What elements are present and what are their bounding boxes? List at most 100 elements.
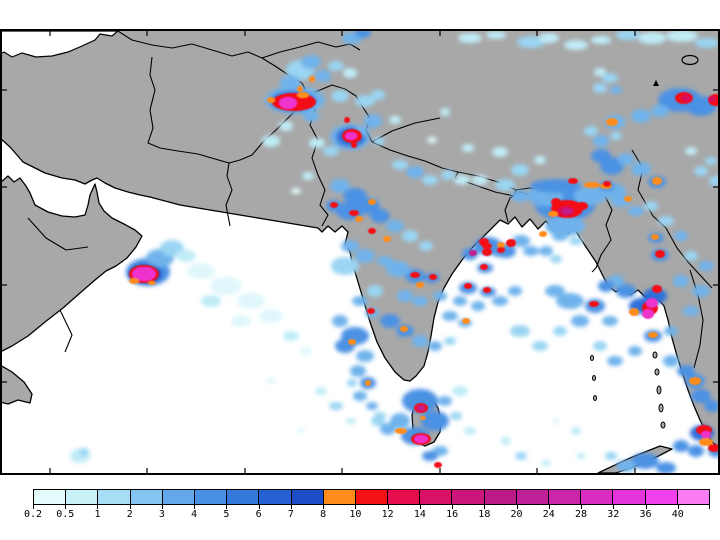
precip-intense-core <box>576 202 588 210</box>
precip-cell <box>336 202 364 220</box>
island <box>593 395 597 401</box>
precip-intense-core <box>367 308 375 314</box>
colorbar-label: 4 <box>191 509 198 520</box>
precip-intense-core <box>497 242 505 248</box>
colorbar-tick <box>387 504 389 509</box>
precip-cell <box>355 249 375 263</box>
precip-cell <box>556 293 584 309</box>
precip-cell <box>644 201 658 211</box>
precip-cell <box>492 147 508 157</box>
colorbar-label: 24 <box>542 509 555 520</box>
precip-cell <box>301 55 321 69</box>
precip-cell <box>666 31 698 42</box>
precip-cell <box>406 166 424 178</box>
precip-intense-core <box>351 142 357 148</box>
precip-cell <box>532 341 548 351</box>
precip-cell <box>651 105 669 117</box>
precip-cell <box>353 391 367 401</box>
precip-intense-core <box>603 181 611 187</box>
precip-intense-core <box>416 282 424 288</box>
precip-cell <box>302 172 314 180</box>
colorbar-segment <box>194 490 228 504</box>
precip-cell <box>380 314 400 328</box>
precip-intense-core <box>551 198 561 206</box>
precip-cell <box>231 315 251 327</box>
precip-cell <box>673 440 689 452</box>
colorbar-label: 5 <box>223 509 230 520</box>
precip-cell <box>266 378 276 384</box>
precip-cell <box>616 284 636 298</box>
precip-intense-core <box>648 332 658 338</box>
colorbar-tick <box>161 504 163 509</box>
lake-outline <box>681 54 699 66</box>
colorbar-segment <box>291 490 324 504</box>
precip-cell <box>523 246 539 256</box>
precip-cell <box>377 256 393 266</box>
colorbar-label: 3 <box>158 509 165 520</box>
precip-cell <box>291 188 301 194</box>
precip-cell <box>694 166 708 176</box>
precip-cell <box>564 40 588 50</box>
precip-cell <box>495 179 515 191</box>
precip-cell <box>663 355 679 367</box>
island <box>590 355 594 361</box>
precip-cell <box>545 216 585 236</box>
precip-cell <box>576 453 586 459</box>
colorbar-tick <box>65 504 67 509</box>
colorbar-tick <box>419 504 421 509</box>
border-line <box>261 41 361 59</box>
precip-cell <box>422 175 438 185</box>
precip-cell <box>343 68 357 78</box>
precip-cell <box>674 231 688 241</box>
precip-cell <box>539 33 559 43</box>
precip-intense-core <box>681 94 691 102</box>
precip-cell <box>364 114 382 128</box>
precip-cell <box>201 295 221 307</box>
precip-cell <box>628 346 642 356</box>
precip-cell <box>283 331 299 341</box>
precip-cell <box>79 448 89 456</box>
border-line <box>371 141 459 173</box>
colorbar-label: 16 <box>446 509 459 520</box>
precip-cell <box>315 70 331 82</box>
colorbar-tick <box>548 504 550 509</box>
precip-intense-core <box>348 339 356 345</box>
precip-cell <box>688 445 704 457</box>
precip-intense-core <box>464 283 472 289</box>
colorbar-tick <box>290 504 292 509</box>
precip-cell <box>607 356 623 366</box>
colorbar-label: 7 <box>287 509 294 520</box>
precip-cell <box>366 402 378 410</box>
precip-cell <box>511 190 529 202</box>
precip-intense-core <box>624 196 632 202</box>
precip-cell <box>303 110 319 122</box>
colorbar-segment <box>516 490 549 504</box>
precip-intense-core <box>420 416 426 420</box>
precip-cell <box>412 335 428 347</box>
precip-cell <box>593 341 607 351</box>
precip-cell <box>631 109 651 123</box>
colorbar-label: 20 <box>510 509 523 520</box>
colorbar-label: 14 <box>413 509 426 520</box>
precip-cell <box>553 326 567 336</box>
precip-cell <box>452 386 468 396</box>
colorbar-tick <box>484 504 486 509</box>
precip-intense-core <box>400 326 408 332</box>
border-line <box>59 309 73 353</box>
precip-cell <box>262 135 280 147</box>
precip-intense-core <box>395 428 407 434</box>
precip-intense-core <box>482 248 492 256</box>
colorbar-segment <box>645 490 678 504</box>
colorbar-label: 8 <box>320 509 327 520</box>
precip-cell <box>355 95 375 107</box>
precip-intense-core <box>129 278 139 284</box>
precip-intense-core <box>349 210 359 216</box>
landmass-arabia <box>2 175 143 352</box>
precip-cell <box>187 263 215 279</box>
map-frame-ticks <box>2 31 718 473</box>
precip-cell <box>347 379 357 387</box>
colorbar-tick <box>226 504 228 509</box>
colorbar-tick <box>581 504 583 509</box>
precip-cell <box>331 90 349 102</box>
precip-intense-core <box>355 216 363 222</box>
